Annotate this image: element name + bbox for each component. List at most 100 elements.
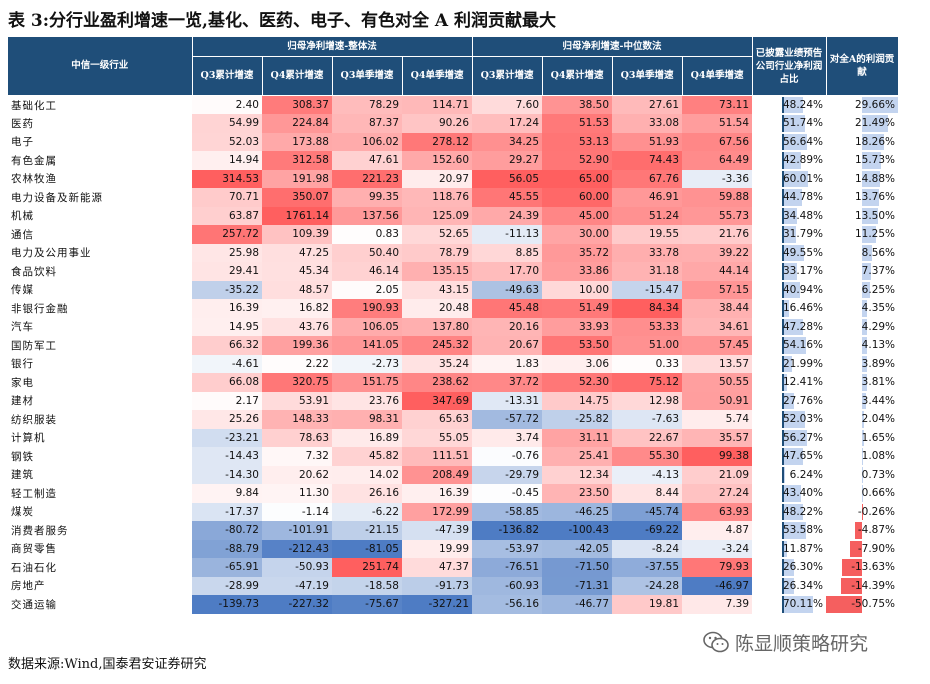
bar-axis — [782, 577, 785, 594]
growth-cell: 14.75 — [542, 391, 613, 410]
growth-cell: -56.16 — [472, 595, 543, 614]
growth-cell: 45.00 — [542, 206, 613, 225]
growth-cell: 24.39 — [472, 206, 543, 225]
industry-name: 计算机 — [11, 432, 46, 445]
growth-cell: -101.91 — [262, 521, 332, 540]
table-row: 钢铁 -14.43 7.32 45.82 111.51 -0.76 25.41 55.30 99… — [8, 447, 898, 466]
disclosed-share-value: 47.28% — [782, 320, 824, 333]
contribution-cell: -50.75% — [826, 595, 898, 614]
growth-cell: 53.33 — [612, 317, 683, 336]
contribution-value: 1.08% — [861, 450, 896, 463]
contribution-bar — [862, 466, 863, 483]
industry-name: 医药 — [11, 117, 34, 130]
table-row: 汽车 14.95 43.76 106.05 137.80 20.16 33.93 53.33 3… — [8, 317, 898, 336]
growth-cell: 45.48 — [472, 299, 543, 318]
growth-cell: 43.15 — [402, 280, 473, 299]
disclosed-share-cell: 52.03% — [752, 410, 826, 429]
growth-cell: -100.43 — [542, 521, 613, 540]
growth-cell: 45.55 — [472, 188, 543, 207]
growth-cell: 25.26 — [192, 410, 262, 429]
growth-cell: -65.91 — [192, 558, 262, 577]
disclosed-share-value: 47.65% — [782, 450, 824, 463]
industry-name: 交通运输 — [11, 598, 57, 611]
disclosed-share-bar — [782, 392, 795, 409]
disclosed-share-bar — [782, 448, 803, 465]
growth-cell: 50.40 — [332, 243, 402, 262]
growth-cell: 34.61 — [682, 317, 753, 336]
growth-cell: 4.87 — [682, 521, 753, 540]
industry-name: 电子 — [11, 136, 34, 149]
growth-cell: -3.24 — [682, 539, 753, 558]
header-col: Q3累计增速 — [192, 56, 263, 96]
growth-cell: 43.76 — [262, 317, 332, 336]
growth-cell: 238.62 — [402, 373, 473, 392]
industry-name: 银行 — [11, 358, 34, 371]
contribution-cell: -14.39% — [826, 577, 898, 596]
growth-cell: -18.58 — [332, 576, 402, 595]
contribution-cell: -7.90% — [826, 540, 898, 559]
bar-axis — [782, 503, 785, 520]
growth-cell: -88.79 — [192, 539, 262, 558]
growth-cell: 53.91 — [262, 391, 332, 410]
growth-cell: -8.24 — [612, 539, 683, 558]
contribution-value: 13.50% — [854, 209, 896, 222]
growth-cell: 78.79 — [402, 243, 473, 262]
growth-cell: 16.89 — [332, 428, 402, 447]
bar-axis — [782, 392, 785, 409]
table-row: 电力设备及新能源 70.71 350.07 99.35 118.76 45.55 60.00… — [8, 188, 898, 207]
bar-axis — [782, 152, 785, 169]
growth-cell: 19.81 — [612, 595, 683, 614]
growth-cell: -76.51 — [472, 558, 543, 577]
growth-cell: 1761.14 — [262, 206, 332, 225]
growth-cell: 51.53 — [542, 114, 613, 133]
growth-cell: 314.53 — [192, 169, 262, 188]
growth-cell: 47.37 — [402, 558, 473, 577]
growth-cell: 16.82 — [262, 299, 332, 318]
header-industry: 中信一级行业 — [8, 37, 193, 96]
contribution-cell: 4.35% — [826, 299, 898, 318]
industry-name: 建筑 — [11, 469, 34, 482]
contribution-bar — [862, 300, 868, 317]
contribution-cell: 13.76% — [826, 188, 898, 207]
growth-cell: -15.47 — [612, 280, 683, 299]
growth-cell: 23.76 — [332, 391, 402, 410]
growth-cell: 20.97 — [402, 169, 473, 188]
contribution-cell: -0.26% — [826, 503, 898, 522]
growth-cell: 350.07 — [262, 188, 332, 207]
bar-axis — [782, 263, 785, 280]
disclosed-share-cell: 48.24% — [752, 96, 826, 115]
contribution-cell: 15.73% — [826, 151, 898, 170]
growth-cell: -81.05 — [332, 539, 402, 558]
disclosed-share-value: 27.76% — [782, 394, 824, 407]
header-contribution: 对全A的利润贡献 — [826, 37, 899, 96]
disclosed-share-value: 54.16% — [782, 339, 824, 352]
growth-cell: -49.63 — [472, 280, 543, 299]
growth-cell: -80.72 — [192, 521, 262, 540]
contribution-bar — [862, 429, 864, 446]
growth-cell: 52.03 — [192, 132, 262, 151]
growth-cell: 17.70 — [472, 262, 543, 281]
contribution-bar — [862, 281, 870, 298]
contribution-bar — [826, 596, 863, 613]
bar-axis — [782, 374, 785, 391]
bar-axis — [782, 448, 785, 465]
contribution-cell: 21.49% — [826, 114, 898, 133]
contribution-value: 4.13% — [861, 339, 896, 352]
disclosed-share-cell: 21.99% — [752, 355, 826, 374]
contribution-cell: 0.66% — [826, 484, 898, 503]
growth-cell: 221.23 — [332, 169, 402, 188]
disclosed-share-value: 26.30% — [782, 561, 824, 574]
disclosed-share-cell: 60.01% — [752, 170, 826, 189]
bar-axis — [782, 244, 785, 261]
growth-cell: -46.97 — [682, 576, 753, 595]
growth-cell: 35.57 — [682, 428, 753, 447]
growth-cell: -71.50 — [542, 558, 613, 577]
growth-cell: 34.25 — [472, 132, 543, 151]
disclosed-share-bar — [782, 466, 785, 483]
growth-cell: 56.05 — [472, 169, 543, 188]
growth-cell: 151.75 — [332, 373, 402, 392]
growth-cell: 20.48 — [402, 299, 473, 318]
growth-cell: -91.73 — [402, 576, 473, 595]
table-row: 基础化工 2.40 308.37 78.29 114.71 7.60 38.50 27.61 7… — [8, 95, 898, 115]
header-col: Q4单季增速 — [682, 56, 753, 96]
